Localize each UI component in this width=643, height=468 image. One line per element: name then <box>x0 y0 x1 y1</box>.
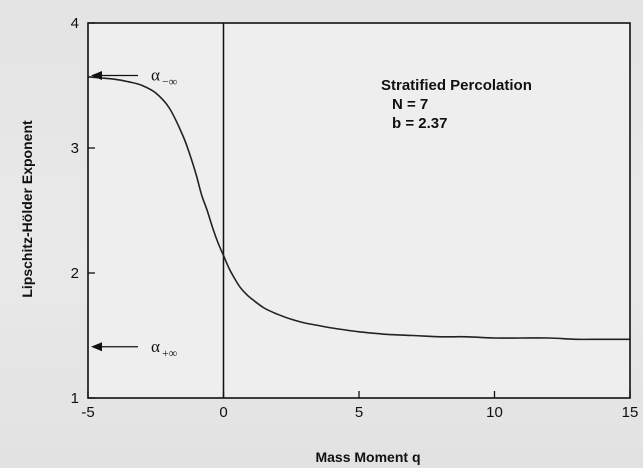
alpha-plus-subscript: +∞ <box>162 346 177 360</box>
y-tick-label: 1 <box>71 390 79 407</box>
x-tick-label: 5 <box>355 404 363 421</box>
info-annotation: Stratified Percolation N = 7 b = 2.37 <box>381 77 532 132</box>
info-line-b: b = 2.37 <box>392 115 447 132</box>
x-tick-label: 10 <box>486 404 503 421</box>
y-tick-label: 4 <box>71 15 79 32</box>
alpha-minus-infinity-annotation: α −∞ <box>91 66 177 89</box>
series-line-stratified-percolation <box>87 76 630 341</box>
alpha-plus-symbol: α <box>151 337 160 356</box>
x-tick-label: 0 <box>219 404 227 421</box>
alpha-minus-subscript: −∞ <box>162 75 177 89</box>
y-tick-label: 3 <box>71 140 79 157</box>
info-line-n: N = 7 <box>392 96 428 113</box>
x-axis-title: Mass Moment q <box>315 449 420 465</box>
plot-frame <box>87 22 631 399</box>
plot-area <box>88 23 630 398</box>
alpha-plus-infinity-annotation: α +∞ <box>91 337 177 360</box>
x-tick-labels: -5 0 5 10 15 <box>81 404 638 421</box>
annotation-arrow-head <box>91 71 102 80</box>
alpha-minus-symbol: α <box>151 66 160 85</box>
x-tick-label: -5 <box>81 404 94 421</box>
info-line-model: Stratified Percolation <box>381 77 532 94</box>
annotation-arrow-head <box>91 342 102 352</box>
y-axis-title: Lipschitz-Hölder Exponent <box>19 120 35 298</box>
y-tick-label: 2 <box>71 265 79 282</box>
y-tick-labels: 1 2 3 4 <box>71 15 79 407</box>
x-tick-label: 15 <box>622 404 639 421</box>
